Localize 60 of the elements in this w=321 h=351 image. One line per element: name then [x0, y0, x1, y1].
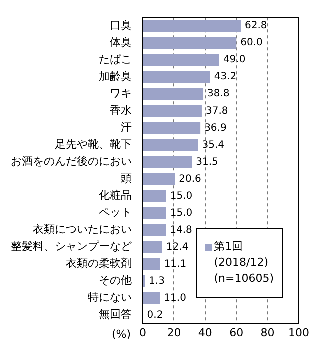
- data-label: 15.0: [170, 190, 193, 202]
- y-tick-label: 体臭: [110, 36, 132, 49]
- bar: [144, 122, 201, 134]
- bar: [144, 258, 160, 270]
- bar: [144, 156, 192, 168]
- x-tick-label: 80: [260, 326, 275, 340]
- x-tick-label: 20: [167, 326, 182, 340]
- bar: [144, 207, 166, 220]
- bar: [144, 54, 220, 66]
- bar: [144, 190, 166, 202]
- bar: [144, 20, 241, 32]
- y-tick-label: 衣類についたにおい: [33, 223, 132, 236]
- bar: [144, 292, 160, 304]
- y-tick-label: 衣類の柔軟剤: [66, 257, 132, 270]
- data-label: 0.2: [147, 310, 164, 321]
- y-tick-label: 汗: [121, 121, 132, 134]
- x-tick-label: 100: [288, 326, 310, 340]
- data-label: 38.8: [208, 88, 230, 100]
- x-tick-label: 0: [140, 326, 146, 340]
- x-tick-label: 40: [198, 326, 212, 340]
- data-label: 43.2: [214, 72, 237, 83]
- data-label: 49.0: [223, 54, 246, 66]
- bar: [144, 71, 210, 84]
- legend-label: 第1回 (2018/12) (n=10605): [214, 239, 274, 287]
- y-tick-label: お酒をのんだ後のにおい: [11, 155, 132, 168]
- bar: [144, 173, 176, 186]
- data-label: 35.4: [202, 140, 224, 151]
- bar: [144, 139, 198, 152]
- y-tick-label: その他: [99, 274, 132, 288]
- data-label: 60.0: [240, 38, 263, 49]
- y-tick-label: 加齢臭: [99, 70, 132, 83]
- data-label: 15.0: [170, 208, 193, 219]
- y-tick-label: 化粧品: [99, 189, 132, 202]
- y-tick-label: たばこ: [99, 52, 132, 66]
- data-label: 11.1: [164, 258, 187, 270]
- data-label: 36.9: [204, 122, 227, 134]
- x-axis-title: (%): [112, 328, 131, 342]
- y-tick-label: 口臭: [110, 18, 132, 32]
- data-label: 1.3: [149, 276, 165, 287]
- data-label: 20.6: [179, 174, 202, 185]
- y-tick-label: 香水: [110, 104, 132, 118]
- y-tick-label: ワキ: [110, 87, 132, 100]
- data-label: 12.4: [166, 242, 189, 253]
- y-tick-label: 無回答: [99, 308, 132, 322]
- bar: [144, 241, 162, 254]
- bar: [144, 105, 202, 118]
- y-tick-label: 足先や靴、靴下: [55, 138, 132, 152]
- bar: [144, 88, 204, 100]
- data-label: 14.8: [170, 224, 192, 236]
- data-label: 31.5: [196, 156, 218, 168]
- bar: [144, 224, 166, 236]
- data-label: 37.8: [206, 106, 228, 117]
- y-tick-label: 特にない: [88, 291, 132, 304]
- data-label: 11.0: [164, 292, 186, 304]
- y-tick-label: ペット: [99, 206, 132, 220]
- data-label: 62.8: [244, 20, 268, 32]
- y-tick-label: 整髪料、シャンプーなど: [11, 240, 132, 254]
- x-tick-label: 60: [230, 326, 244, 340]
- bar: [144, 36, 237, 50]
- y-tick-label: 頭: [121, 172, 132, 186]
